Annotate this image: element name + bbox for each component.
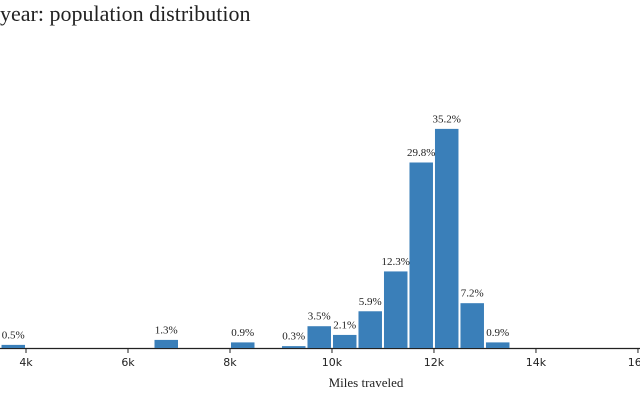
value-label: 12.3% <box>382 256 410 268</box>
bar <box>281 346 306 348</box>
bar <box>485 342 510 348</box>
x-tick-label: 10k <box>322 356 343 369</box>
value-label: 2.1% <box>333 319 356 331</box>
value-label: 1.3% <box>155 324 178 336</box>
bar <box>383 271 408 348</box>
bar <box>460 303 484 348</box>
value-label: 29.8% <box>407 147 435 159</box>
chart-title: year: population distribution <box>0 1 251 26</box>
x-tick-label: 16k <box>628 356 640 369</box>
value-label: 3.5% <box>308 311 331 323</box>
x-tick-label: 12k <box>424 356 445 369</box>
x-tick-label: 8k <box>223 356 237 369</box>
bar <box>358 311 382 348</box>
value-label: 0.3% <box>282 331 305 343</box>
x-tick-label: 14k <box>526 356 547 369</box>
bar <box>409 162 433 348</box>
x-axis-label: Miles traveled <box>329 375 404 390</box>
x-tick-label: 4k <box>19 356 33 369</box>
value-label: 0.9% <box>231 327 254 339</box>
value-label: 35.2% <box>433 113 461 125</box>
bar <box>1 344 26 348</box>
value-label: 0.9% <box>486 327 509 339</box>
bar <box>332 334 357 348</box>
bar <box>154 339 178 348</box>
bar <box>307 326 331 348</box>
bar <box>230 342 255 348</box>
bar <box>434 128 459 348</box>
value-label: 7.2% <box>461 288 484 300</box>
value-label: 5.9% <box>359 296 382 308</box>
value-label: 0.5% <box>2 329 25 341</box>
x-tick-label: 6k <box>121 356 135 369</box>
